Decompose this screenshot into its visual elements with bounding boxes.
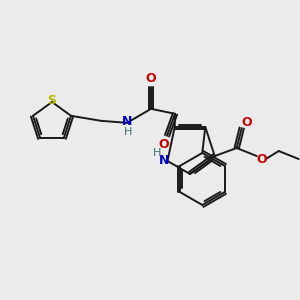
Text: O: O — [256, 152, 267, 166]
Text: N: N — [159, 154, 170, 167]
Text: O: O — [146, 72, 156, 85]
Text: O: O — [242, 116, 252, 128]
Text: S: S — [47, 94, 56, 107]
Text: O: O — [159, 138, 169, 151]
Text: H: H — [153, 148, 162, 158]
Text: H: H — [124, 127, 132, 137]
Text: N: N — [122, 115, 132, 128]
